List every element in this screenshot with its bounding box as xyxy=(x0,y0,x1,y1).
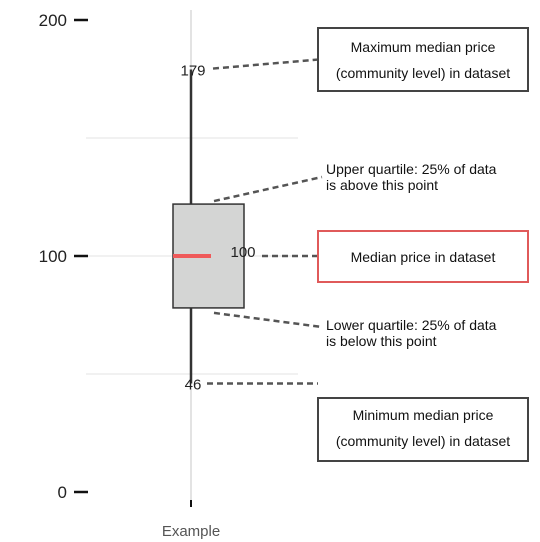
y-axis: 0 100 200 Example xyxy=(39,11,221,540)
median-value-label: 100 xyxy=(230,244,255,261)
median-note-line-1: Median price in dataset xyxy=(351,249,496,265)
q1-note-line-2: is below this point xyxy=(326,333,437,349)
q3-leader xyxy=(213,175,323,203)
max-value-label: 179 xyxy=(180,63,205,80)
q3-note-line-1: Upper quartile: 25% of data xyxy=(326,161,497,177)
max-note-line-1: Maximum median price xyxy=(351,39,496,55)
x-tick-label: Example xyxy=(162,523,220,540)
y-tick-label: 100 xyxy=(39,247,67,266)
q1-note-line-1: Lower quartile: 25% of data xyxy=(326,317,497,333)
min-value-label: 46 xyxy=(185,376,202,393)
min-note-line-2: (community level) in dataset xyxy=(336,433,510,449)
min-note-box xyxy=(317,397,529,462)
min-note-line-1: Minimum median price xyxy=(353,407,494,423)
data-labels: 179 100 46 xyxy=(180,63,255,394)
median-note-box xyxy=(317,230,529,283)
q3-note-line-2: is above this point xyxy=(326,177,438,193)
y-tick-label: 200 xyxy=(39,11,67,30)
q1-leader xyxy=(213,311,323,329)
max-note-box xyxy=(317,27,529,92)
y-tick-label: 0 xyxy=(58,483,67,502)
box-plot xyxy=(172,69,245,384)
max-note-line-2: (community level) in dataset xyxy=(336,65,510,81)
max-leader xyxy=(212,58,319,70)
annotations: Maximum median price (community level) in… xyxy=(207,27,529,462)
